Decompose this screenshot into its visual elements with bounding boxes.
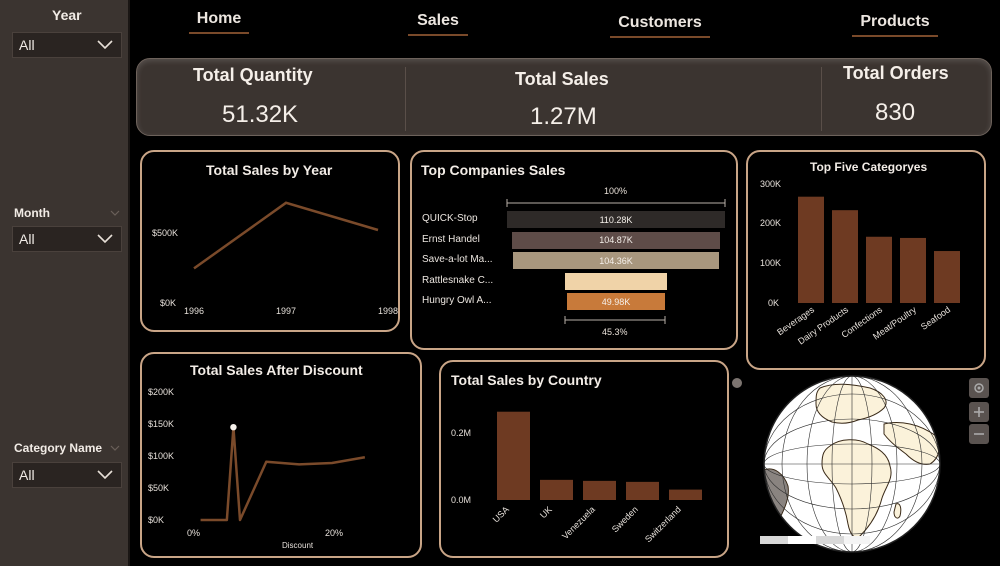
top-companies-title: Top Companies Sales — [421, 162, 566, 178]
funnel-category-label: Save-a-lot Ma... — [422, 254, 493, 266]
category-dropdown[interactable]: All — [12, 462, 122, 488]
globe-map[interactable] — [760, 374, 960, 554]
y-tick-label: 0.2M — [451, 428, 471, 438]
y-tick-label: $50K — [148, 483, 169, 493]
highlight-point — [230, 424, 237, 431]
sales-after-discount-chart: $0K $50K $100K $150K $200K 0% 20% Discou… — [148, 387, 366, 550]
funnel-bar[interactable]: 104.87K — [512, 231, 720, 249]
funnel-category-label: QUICK-Stop — [422, 213, 478, 224]
x-tick-label: Seafood — [919, 304, 952, 331]
x-axis-label: Discount — [282, 541, 314, 550]
chevron-down-icon — [97, 470, 113, 480]
kpi-band: Total Quantity 51.32K Total Sales 1.27M … — [136, 58, 992, 136]
funnel-bar[interactable]: 104.36K — [512, 252, 720, 270]
nav-home[interactable]: Home — [189, 10, 249, 34]
country-bar — [497, 411, 530, 500]
funnel-brackets — [506, 199, 726, 324]
total-quantity-value: 51.32K — [222, 101, 299, 128]
funnel-category-label: Rattlesnake C... — [422, 274, 494, 286]
sales-by-year-card[interactable]: Total Sales by Year $500K $0K 1996 1997 19… — [140, 150, 400, 332]
top-percent-label: 100% — [604, 186, 628, 196]
category-bar — [832, 210, 858, 303]
category-bar — [866, 236, 892, 303]
country-bar — [669, 489, 702, 500]
bottom-percent-label: 45.3% — [602, 327, 628, 337]
x-tick-label: 20% — [325, 528, 343, 538]
sales-after-discount-line — [200, 425, 366, 522]
category-slicer-label: Category Name — [14, 441, 103, 455]
x-tick-label: UK — [538, 504, 554, 520]
y-tick-label: $0K — [148, 515, 164, 525]
top-categories-card[interactable]: Top Five Categoryes 0K 100K 200K 300K Be… — [746, 150, 986, 370]
funnel-category-label: Hungry Owl A... — [422, 295, 492, 307]
nav-products[interactable]: Products — [852, 13, 938, 37]
chevron-down-icon[interactable] — [110, 445, 120, 451]
funnel-bar[interactable]: 49.98K — [566, 293, 666, 311]
x-tick-label: 0% — [187, 528, 200, 538]
sales-by-year-chart: $500K $0K 1996 1997 1998 — [152, 201, 398, 316]
sales-by-country-title: Total Sales by Country — [451, 372, 602, 388]
y-tick-label: 100K — [760, 258, 781, 268]
y-tick-label: 200K — [760, 218, 781, 228]
country-bar — [583, 480, 616, 500]
country-bar — [540, 479, 573, 500]
sales-by-country-card[interactable]: Total Sales by Country 0.2M 0.0M USA UK Ve… — [439, 360, 729, 558]
y-tick-label: 300K — [760, 179, 781, 189]
x-tick-label: 1998 — [378, 306, 398, 316]
nav-customers[interactable]: Customers — [610, 14, 710, 38]
total-quantity-label: Total Quantity — [193, 65, 313, 85]
category-bar — [934, 251, 960, 303]
x-tick-label: 1997 — [276, 306, 296, 316]
sales-by-year-line — [193, 201, 379, 270]
kpi-divider — [821, 67, 822, 131]
chevron-down-icon[interactable] — [110, 210, 120, 216]
sales-by-country-chart: 0.2M 0.0M USA UK Venezuela Sweden Switzerlan… — [451, 411, 702, 544]
y-tick-label: $0K — [160, 298, 176, 308]
total-orders-value: 830 — [875, 99, 916, 126]
kpi-divider — [405, 67, 406, 131]
year-slicer-label: Year — [52, 7, 82, 23]
y-tick-label: $500K — [152, 228, 178, 238]
zoom-in-icon[interactable] — [969, 402, 989, 422]
total-sales-value: 1.27M — [530, 103, 597, 130]
x-tick-label: Sweden — [610, 504, 640, 534]
x-tick-label: Venezuela — [560, 504, 597, 541]
zoom-out-icon[interactable] — [969, 424, 989, 444]
top-categories-title: Top Five Categoryes — [810, 160, 928, 174]
chevron-down-icon — [97, 40, 113, 50]
month-slicer-label: Month — [14, 206, 50, 220]
x-tick-label: USA — [491, 504, 511, 524]
y-tick-label: $150K — [148, 419, 174, 429]
y-tick-label: $100K — [148, 451, 174, 461]
funnel-category-label: Ernst Handel — [422, 233, 480, 245]
filter-sidebar: Year All Month All Category Name All — [0, 0, 130, 566]
x-tick-label: Switzerland — [643, 504, 683, 544]
sales-after-discount-card[interactable]: Total Sales After Discount $0K $50K $100… — [140, 352, 422, 558]
month-dropdown-value: All — [19, 231, 35, 247]
year-dropdown-value: All — [19, 37, 35, 53]
month-dropdown[interactable]: All — [12, 226, 122, 252]
category-dropdown-value: All — [19, 467, 35, 483]
top-companies-card[interactable]: Top Companies Sales 100% QUICK-Stop 110.2… — [410, 150, 738, 350]
year-dropdown[interactable]: All — [12, 32, 122, 58]
category-bar — [798, 196, 824, 303]
x-tick-label: 1996 — [184, 306, 204, 316]
category-bar — [900, 237, 926, 303]
funnel-bar[interactable]: 110.28K — [507, 211, 725, 228]
sales-by-year-title: Total Sales by Year — [206, 162, 333, 178]
y-tick-label: $200K — [148, 387, 174, 397]
map-locate-icon[interactable] — [969, 378, 989, 398]
funnel-bar[interactable] — [564, 272, 668, 290]
total-sales-label: Total Sales — [515, 69, 609, 89]
y-tick-label: 0.0M — [451, 495, 471, 505]
chevron-down-icon — [97, 234, 113, 244]
y-tick-label: 0K — [768, 298, 779, 308]
nav-sales[interactable]: Sales — [408, 12, 468, 36]
resize-handle[interactable] — [732, 378, 742, 388]
total-orders-label: Total Orders — [843, 63, 949, 83]
country-bar — [626, 481, 659, 500]
sales-after-discount-title: Total Sales After Discount — [190, 362, 363, 378]
